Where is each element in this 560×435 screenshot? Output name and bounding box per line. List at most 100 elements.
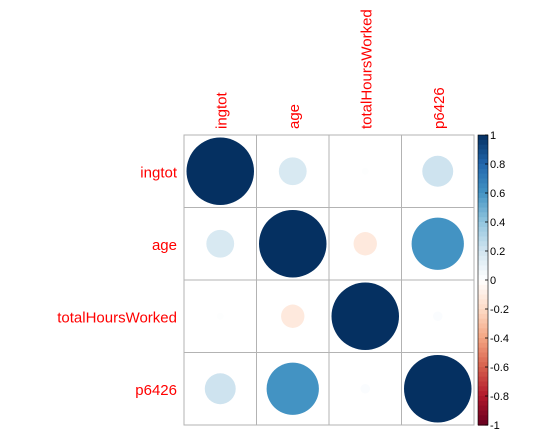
legend-color-segment: [478, 420, 488, 426]
legend-color-segment: [478, 386, 488, 392]
column-label: totalHoursWorked: [358, 9, 375, 129]
legend-tick-label: -1: [490, 420, 500, 432]
legend-color-segment: [478, 144, 488, 151]
legend-color-segment: [478, 241, 488, 247]
legend-color-segment: [478, 275, 488, 281]
legend-tick-label: 0.6: [490, 188, 505, 200]
legend-tick-label: 0: [490, 275, 496, 287]
correlation-circle: [259, 210, 327, 278]
legend-color-segment: [478, 400, 488, 407]
correlation-circle: [422, 155, 454, 187]
legend-tick-label: 1: [490, 130, 496, 142]
legend-color-segment: [478, 294, 488, 300]
correlation-circle: [411, 217, 464, 270]
legend-color-segment: [478, 226, 488, 233]
legend-color-segment: [478, 299, 488, 305]
legend-color-segment: [478, 183, 488, 189]
legend-color-segment: [478, 231, 488, 238]
correlation-circle: [186, 137, 254, 205]
legend-color-segment: [478, 164, 488, 170]
legend-color-segment: [478, 328, 488, 334]
legend-color-segment: [478, 333, 488, 339]
row-label: ingtot: [140, 164, 178, 181]
legend-color-segment: [478, 410, 488, 416]
color-legend: -1 -0.8 -0.6 -0.4 -0.2 0 0.2 0.4 0.6 0.8 1: [477, 130, 509, 432]
correlation-circle: [216, 312, 224, 320]
legend-color-segment: [478, 347, 488, 354]
legend-color-segment: [478, 415, 488, 421]
legend-color-segment: [478, 289, 488, 296]
legend-color-segment: [478, 246, 488, 252]
legend-tick-label: 0.8: [490, 159, 505, 171]
legend-tick-label: -0.2: [490, 304, 509, 316]
correlation-circle: [206, 229, 235, 258]
correlation-circles: [186, 137, 472, 423]
legend-tick-label: 0.2: [490, 246, 505, 258]
correlation-circle: [360, 383, 371, 394]
row-label: age: [152, 237, 177, 254]
legend-color-segment: [478, 188, 488, 194]
legend-color-segment: [478, 270, 488, 276]
legend-color-segment: [478, 197, 488, 204]
legend-color-segment: [478, 338, 488, 344]
correlation-circle: [281, 304, 305, 328]
legend-color-segment: [478, 236, 488, 242]
legend-color-segment: [478, 280, 488, 286]
column-label: ingtot: [213, 91, 230, 129]
legend-color-segment: [478, 212, 488, 218]
legend-color-segment: [478, 309, 488, 315]
legend-color-segment: [478, 173, 488, 180]
legend-color-segment: [478, 154, 488, 160]
legend-color-segment: [478, 251, 488, 257]
legend-color-segment: [478, 265, 488, 271]
legend-color-segment: [478, 139, 488, 146]
correlation-circle: [353, 232, 377, 256]
legend-color-segment: [478, 362, 488, 368]
column-label: p6426: [431, 87, 448, 129]
legend-tick-label: -0.4: [490, 333, 509, 345]
correlation-circle: [331, 282, 399, 350]
legend-color-segment: [478, 217, 488, 223]
legend-color-segment: [478, 357, 488, 363]
correlation-circle: [432, 311, 443, 322]
legend-color-segment: [478, 371, 488, 378]
legend-tick-label: -0.6: [490, 362, 509, 374]
legend-tick-label: 0.4: [490, 217, 505, 229]
legend-color-segment: [478, 318, 488, 325]
legend-color-segment: [478, 323, 488, 329]
legend-color-segment: [478, 159, 488, 165]
legend-color-segment: [478, 255, 488, 262]
legend-color-segment: [478, 367, 488, 373]
correlation-circle: [278, 157, 307, 186]
correlation-circle: [204, 373, 236, 405]
legend-color-segment: [478, 313, 488, 320]
legend-color-segment: [478, 202, 488, 209]
legend-color-segment: [478, 149, 488, 155]
correlation-circle: [404, 355, 472, 423]
correlation-circle: [361, 167, 369, 175]
legend-color-segment: [478, 193, 488, 199]
legend-color-segment: [478, 396, 488, 402]
column-labels: ingtot age totalHoursWorked p6426: [213, 9, 448, 129]
legend-color-segment: [478, 304, 488, 310]
correlation-circle: [266, 362, 319, 415]
legend-color-segment: [478, 222, 488, 228]
row-label: p6426: [135, 382, 177, 399]
legend-color-segment: [478, 405, 488, 412]
legend-color-segment: [478, 284, 488, 291]
legend-color-segment: [478, 168, 488, 175]
row-label: totalHoursWorked: [57, 309, 177, 326]
legend-color-segment: [478, 207, 488, 213]
legend-color-segment: [478, 376, 488, 383]
legend-color-segment: [478, 342, 488, 349]
legend-color-segment: [478, 381, 488, 387]
legend-tick-label: -0.8: [490, 391, 509, 403]
legend-color-segment: [478, 260, 488, 267]
legend-color-segment: [478, 135, 488, 141]
legend-color-segment: [478, 352, 488, 358]
column-label: age: [286, 104, 303, 129]
row-labels: ingtot age totalHoursWorked p6426: [57, 164, 178, 399]
legend-color-segment: [478, 178, 488, 184]
legend-color-segment: [478, 391, 488, 397]
